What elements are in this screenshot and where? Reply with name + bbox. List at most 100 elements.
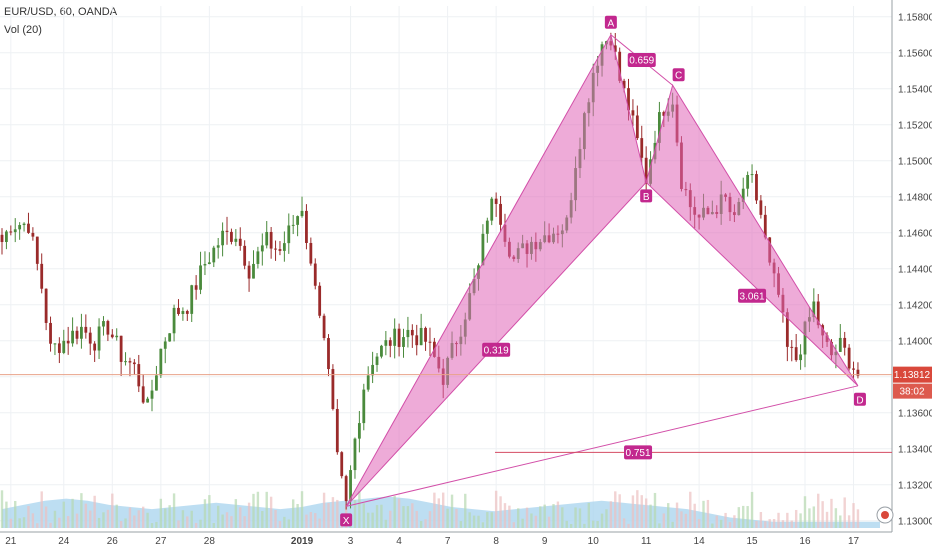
- volume-bar: [706, 499, 710, 528]
- candle-body: [252, 263, 255, 279]
- volume-indicator-label[interactable]: Vol (20): [4, 24, 42, 36]
- candle-body: [71, 330, 74, 344]
- candle: [53, 343, 57, 356]
- volume-bar: [133, 515, 136, 528]
- candle: [155, 365, 158, 391]
- pattern-point-b: B: [640, 189, 653, 203]
- volume-bar: [384, 519, 388, 528]
- candle: [852, 361, 855, 380]
- candles: [0, 32, 860, 510]
- volume-bar: [777, 512, 780, 528]
- candle: [31, 227, 35, 241]
- volume-bar: [128, 507, 132, 528]
- candle: [252, 250, 255, 279]
- candle: [340, 451, 344, 479]
- last-price-badge: [893, 366, 932, 383]
- volume-bar: [556, 501, 560, 528]
- volume-bar: [781, 520, 785, 528]
- candle-body: [803, 321, 807, 355]
- x-tick-label: 28: [204, 536, 216, 547]
- volume-bar: [247, 502, 251, 528]
- candle: [424, 326, 427, 351]
- candle-body: [18, 225, 22, 230]
- volume-bar: [31, 513, 35, 528]
- y-tick-label: 1.13200: [898, 480, 932, 491]
- volume-bar: [517, 508, 520, 528]
- volume-bar: [203, 499, 207, 528]
- volume-bar: [155, 521, 158, 528]
- candle-body: [44, 288, 48, 323]
- volume-bar: [380, 504, 383, 528]
- candle: [843, 331, 847, 356]
- candle-body: [238, 238, 242, 246]
- candle: [124, 352, 127, 366]
- last-price-text: 1.13812: [894, 370, 931, 381]
- volume-bar: [402, 506, 405, 528]
- candle: [168, 333, 172, 342]
- candle: [750, 164, 754, 183]
- pattern-point-label: C: [675, 71, 682, 82]
- candle: [115, 328, 119, 341]
- candle-body: [494, 198, 498, 204]
- candle: [185, 309, 189, 322]
- volume-bar: [530, 513, 533, 528]
- candle-body: [159, 348, 163, 376]
- volume-bar: [159, 498, 163, 528]
- y-tick-label: 1.15000: [898, 156, 932, 167]
- candle-body: [269, 231, 273, 249]
- volume-bar: [168, 505, 171, 528]
- candle: [132, 359, 136, 375]
- candle-body: [49, 322, 52, 344]
- candle-body: [57, 343, 61, 353]
- volume-bar: [614, 491, 617, 528]
- x-tick-label: 7: [445, 536, 451, 547]
- candle-body: [185, 311, 189, 314]
- volume-bar: [459, 521, 463, 528]
- volume-bar: [318, 518, 321, 528]
- volume-bar: [662, 513, 666, 528]
- volume-bar: [22, 517, 26, 528]
- symbol-title[interactable]: EUR/USD, 60, OANDA: [4, 6, 118, 18]
- ratio-value: 0.319: [484, 345, 509, 356]
- candle: [146, 396, 149, 403]
- volume-bar: [472, 515, 476, 528]
- chart-settings-icon[interactable]: [876, 506, 894, 524]
- candle: [230, 228, 233, 245]
- candle-body: [212, 247, 216, 263]
- candle-body: [388, 340, 392, 346]
- candle-body: [40, 263, 44, 289]
- volume-bar: [327, 502, 330, 528]
- candle: [234, 229, 238, 247]
- candle-body: [662, 112, 666, 116]
- volume-bar: [834, 508, 838, 528]
- candle: [282, 231, 286, 262]
- pattern-point-badge: [853, 392, 866, 406]
- volume-bar: [296, 503, 299, 528]
- candle: [357, 410, 361, 453]
- volume-bar: [181, 510, 185, 528]
- candle: [305, 204, 308, 250]
- candle-body: [155, 375, 158, 391]
- volume-bar: [36, 523, 39, 528]
- candle: [221, 222, 225, 257]
- candle-body: [322, 315, 326, 339]
- candle-body: [635, 115, 639, 139]
- candle-body: [340, 452, 344, 477]
- candle-body: [816, 301, 820, 326]
- volume-bar: [539, 506, 542, 528]
- candle-body: [331, 369, 335, 409]
- candle-body: [300, 210, 304, 217]
- candle: [9, 225, 13, 236]
- candle-body: [847, 347, 851, 369]
- volume-bar: [18, 518, 21, 528]
- x-tick-label: 24: [58, 536, 70, 547]
- candle: [755, 170, 758, 204]
- pattern-point-label: X: [343, 516, 350, 527]
- pattern-point-x: X: [340, 513, 353, 527]
- candle: [278, 241, 282, 256]
- volume-bar: [596, 520, 599, 528]
- candle: [856, 362, 860, 379]
- candle: [327, 334, 330, 377]
- candle-body: [5, 231, 8, 243]
